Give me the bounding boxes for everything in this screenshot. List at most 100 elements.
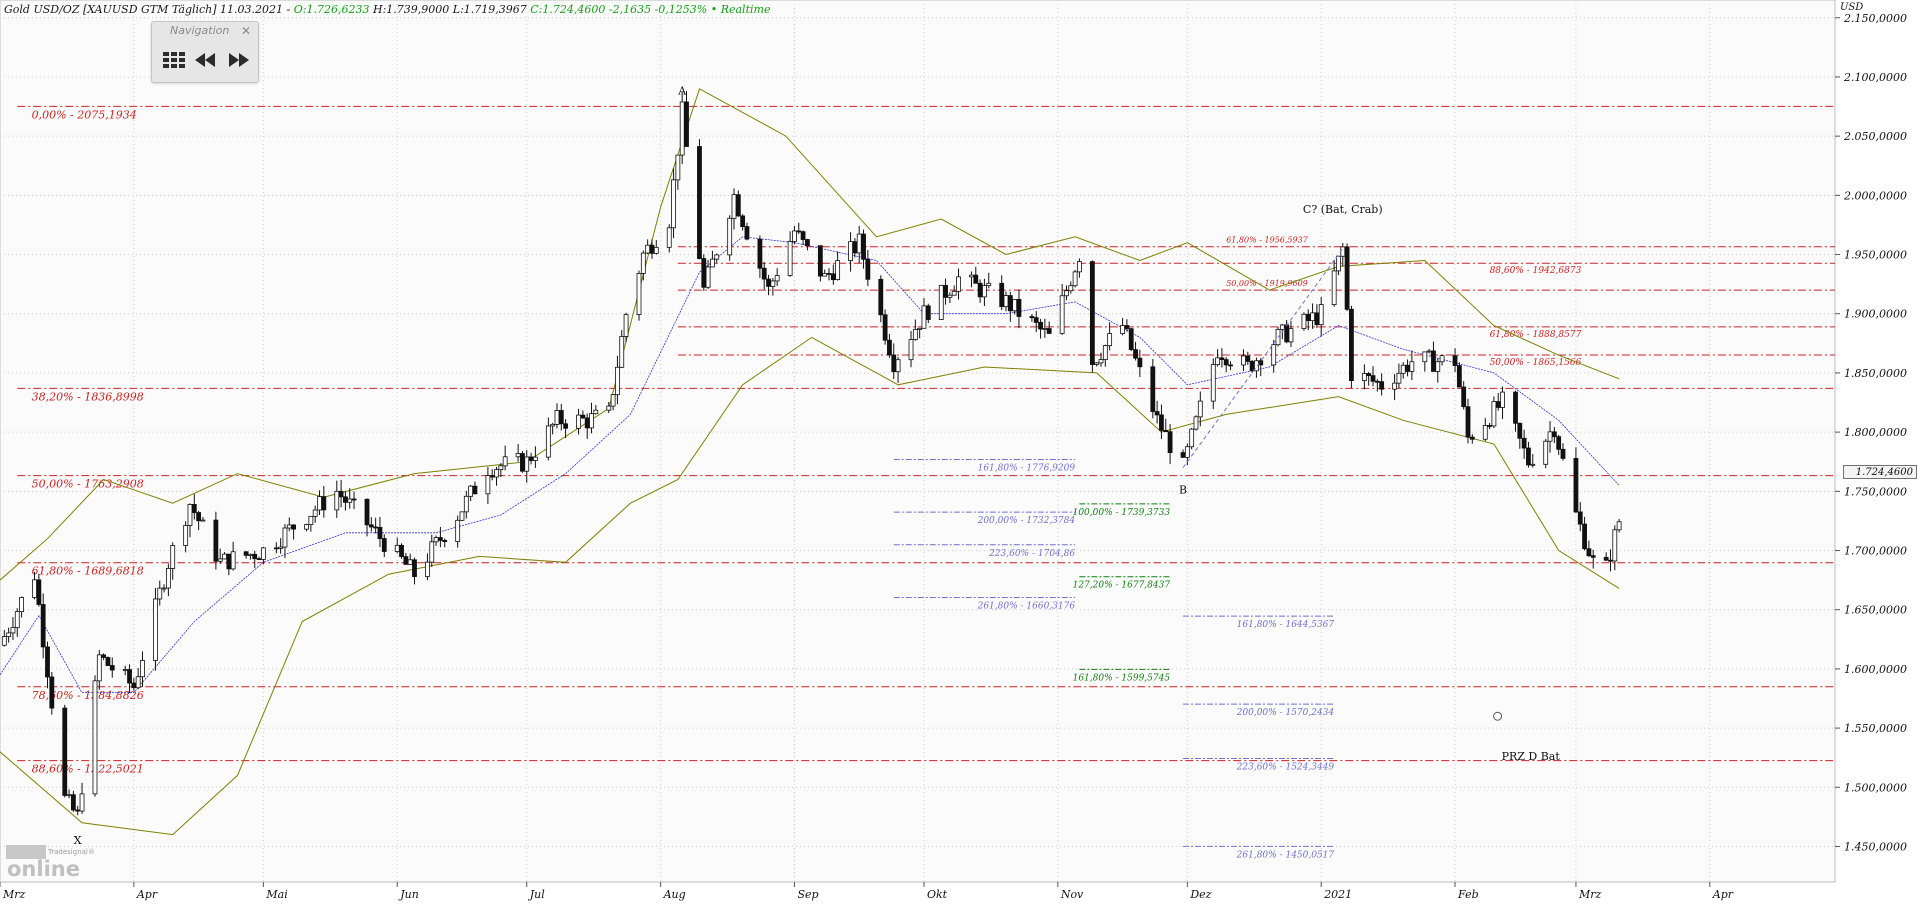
candle-body [774,275,780,282]
candle-body [1612,529,1618,562]
y-tick-label: 2.000,0000 [1843,189,1907,202]
candle-body [1124,325,1130,330]
candle-body [282,527,288,548]
candle-body [230,551,236,570]
plot-area [0,0,1836,883]
candle-body [524,456,530,472]
candle-body [1482,425,1488,440]
candle-body [312,509,318,517]
x-tick-label: Apr [136,888,158,901]
candle-body [878,278,884,316]
candle-body [951,290,957,296]
candle-body [502,456,508,467]
candle-body [589,413,594,429]
x-tick-label: Sep [797,888,818,901]
candle-body [213,519,219,562]
annotations: X A B C? (Bat, Crab) PRZ D Bat [74,85,1561,847]
candle-body [437,537,443,541]
bollinger-upper-line [0,88,1620,581]
candle-body [1038,322,1043,330]
navigation-panel[interactable]: Navigation ✕ [151,21,259,83]
candle-body [545,425,551,458]
fib-level-label: 61,80% - 1689,6818 [32,565,144,578]
candle-body [1137,357,1143,368]
bollinger-bands [0,88,1620,836]
x-tick-label: Mrz [2,888,26,901]
fib-level-label: 38,20% - 1836,8998 [32,390,144,403]
y-tick-label: 1.650,0000 [1844,604,1907,617]
candle-body [317,496,322,511]
candle-body [615,366,620,396]
candle-body [226,553,232,570]
candle-body [912,329,918,340]
candle-body [1180,452,1186,458]
candle-body [368,524,374,528]
candle-body [153,598,158,661]
candle-body [982,285,987,298]
candle-body [304,524,309,530]
candle-body [921,305,927,329]
grid-icon[interactable] [160,48,188,72]
candle-body [1547,431,1553,442]
candle-body [550,423,556,427]
fib-levels: 0,00% - 2075,1934 38,20% - 1836,8998 50,00… [17,105,1835,860]
candle-body [196,512,202,522]
candle-body [157,587,163,600]
candle-body [260,547,266,560]
candle-body [1513,391,1518,424]
candle-body [710,258,715,268]
candle-body [787,241,793,276]
candle-body [19,597,24,613]
candle-body [1577,511,1583,525]
candle-body [1046,328,1052,334]
bollinger-lower-line [0,336,1620,836]
candle-body [558,410,564,425]
rewind-icon[interactable] [192,48,220,72]
candle-body [399,544,404,558]
candle-body [675,154,681,181]
candle-body [1426,350,1432,353]
candle-body [1461,386,1467,408]
candle-body [584,417,590,429]
candle-body [1189,428,1195,448]
candle-body [1517,422,1523,439]
candle-body [1120,325,1125,334]
candle-body [1491,401,1497,427]
candles [1,91,1622,816]
candle-body [256,558,262,561]
candle-body [364,498,370,526]
candle-body [1349,308,1354,381]
candle-body [740,215,746,228]
candle-body [1107,333,1113,347]
candle-body [1344,246,1350,310]
candle-body [882,314,888,341]
fast-forward-icon[interactable] [224,48,252,72]
candle-body [606,405,612,411]
candle-body [1318,304,1324,326]
candle-body [308,515,314,525]
x-tick-label: Aug [663,888,686,901]
close-icon[interactable]: ✕ [240,24,251,38]
candle-body [1068,285,1074,292]
candle-body [1586,548,1592,557]
candle-body [1500,391,1505,408]
candle-body [472,485,478,495]
candle-body [1012,299,1018,312]
navigation-title: Navigation [170,24,230,37]
candle-body [1521,437,1527,449]
candle-body [217,558,223,562]
y-tick-label: 1.850,0000 [1844,367,1907,380]
candle-body [343,496,348,503]
candle-body [515,453,521,458]
candle-body [1223,359,1229,366]
candle-body [109,665,115,671]
candle-body [917,327,923,330]
x-tick-label: Feb [1457,888,1479,901]
candle-body [701,258,707,288]
y-tick-label: 1.800,0000 [1844,426,1907,439]
candle-body [1016,299,1022,317]
candle-body [381,538,387,552]
candle-body [1582,523,1587,550]
candle-body [1215,357,1220,366]
